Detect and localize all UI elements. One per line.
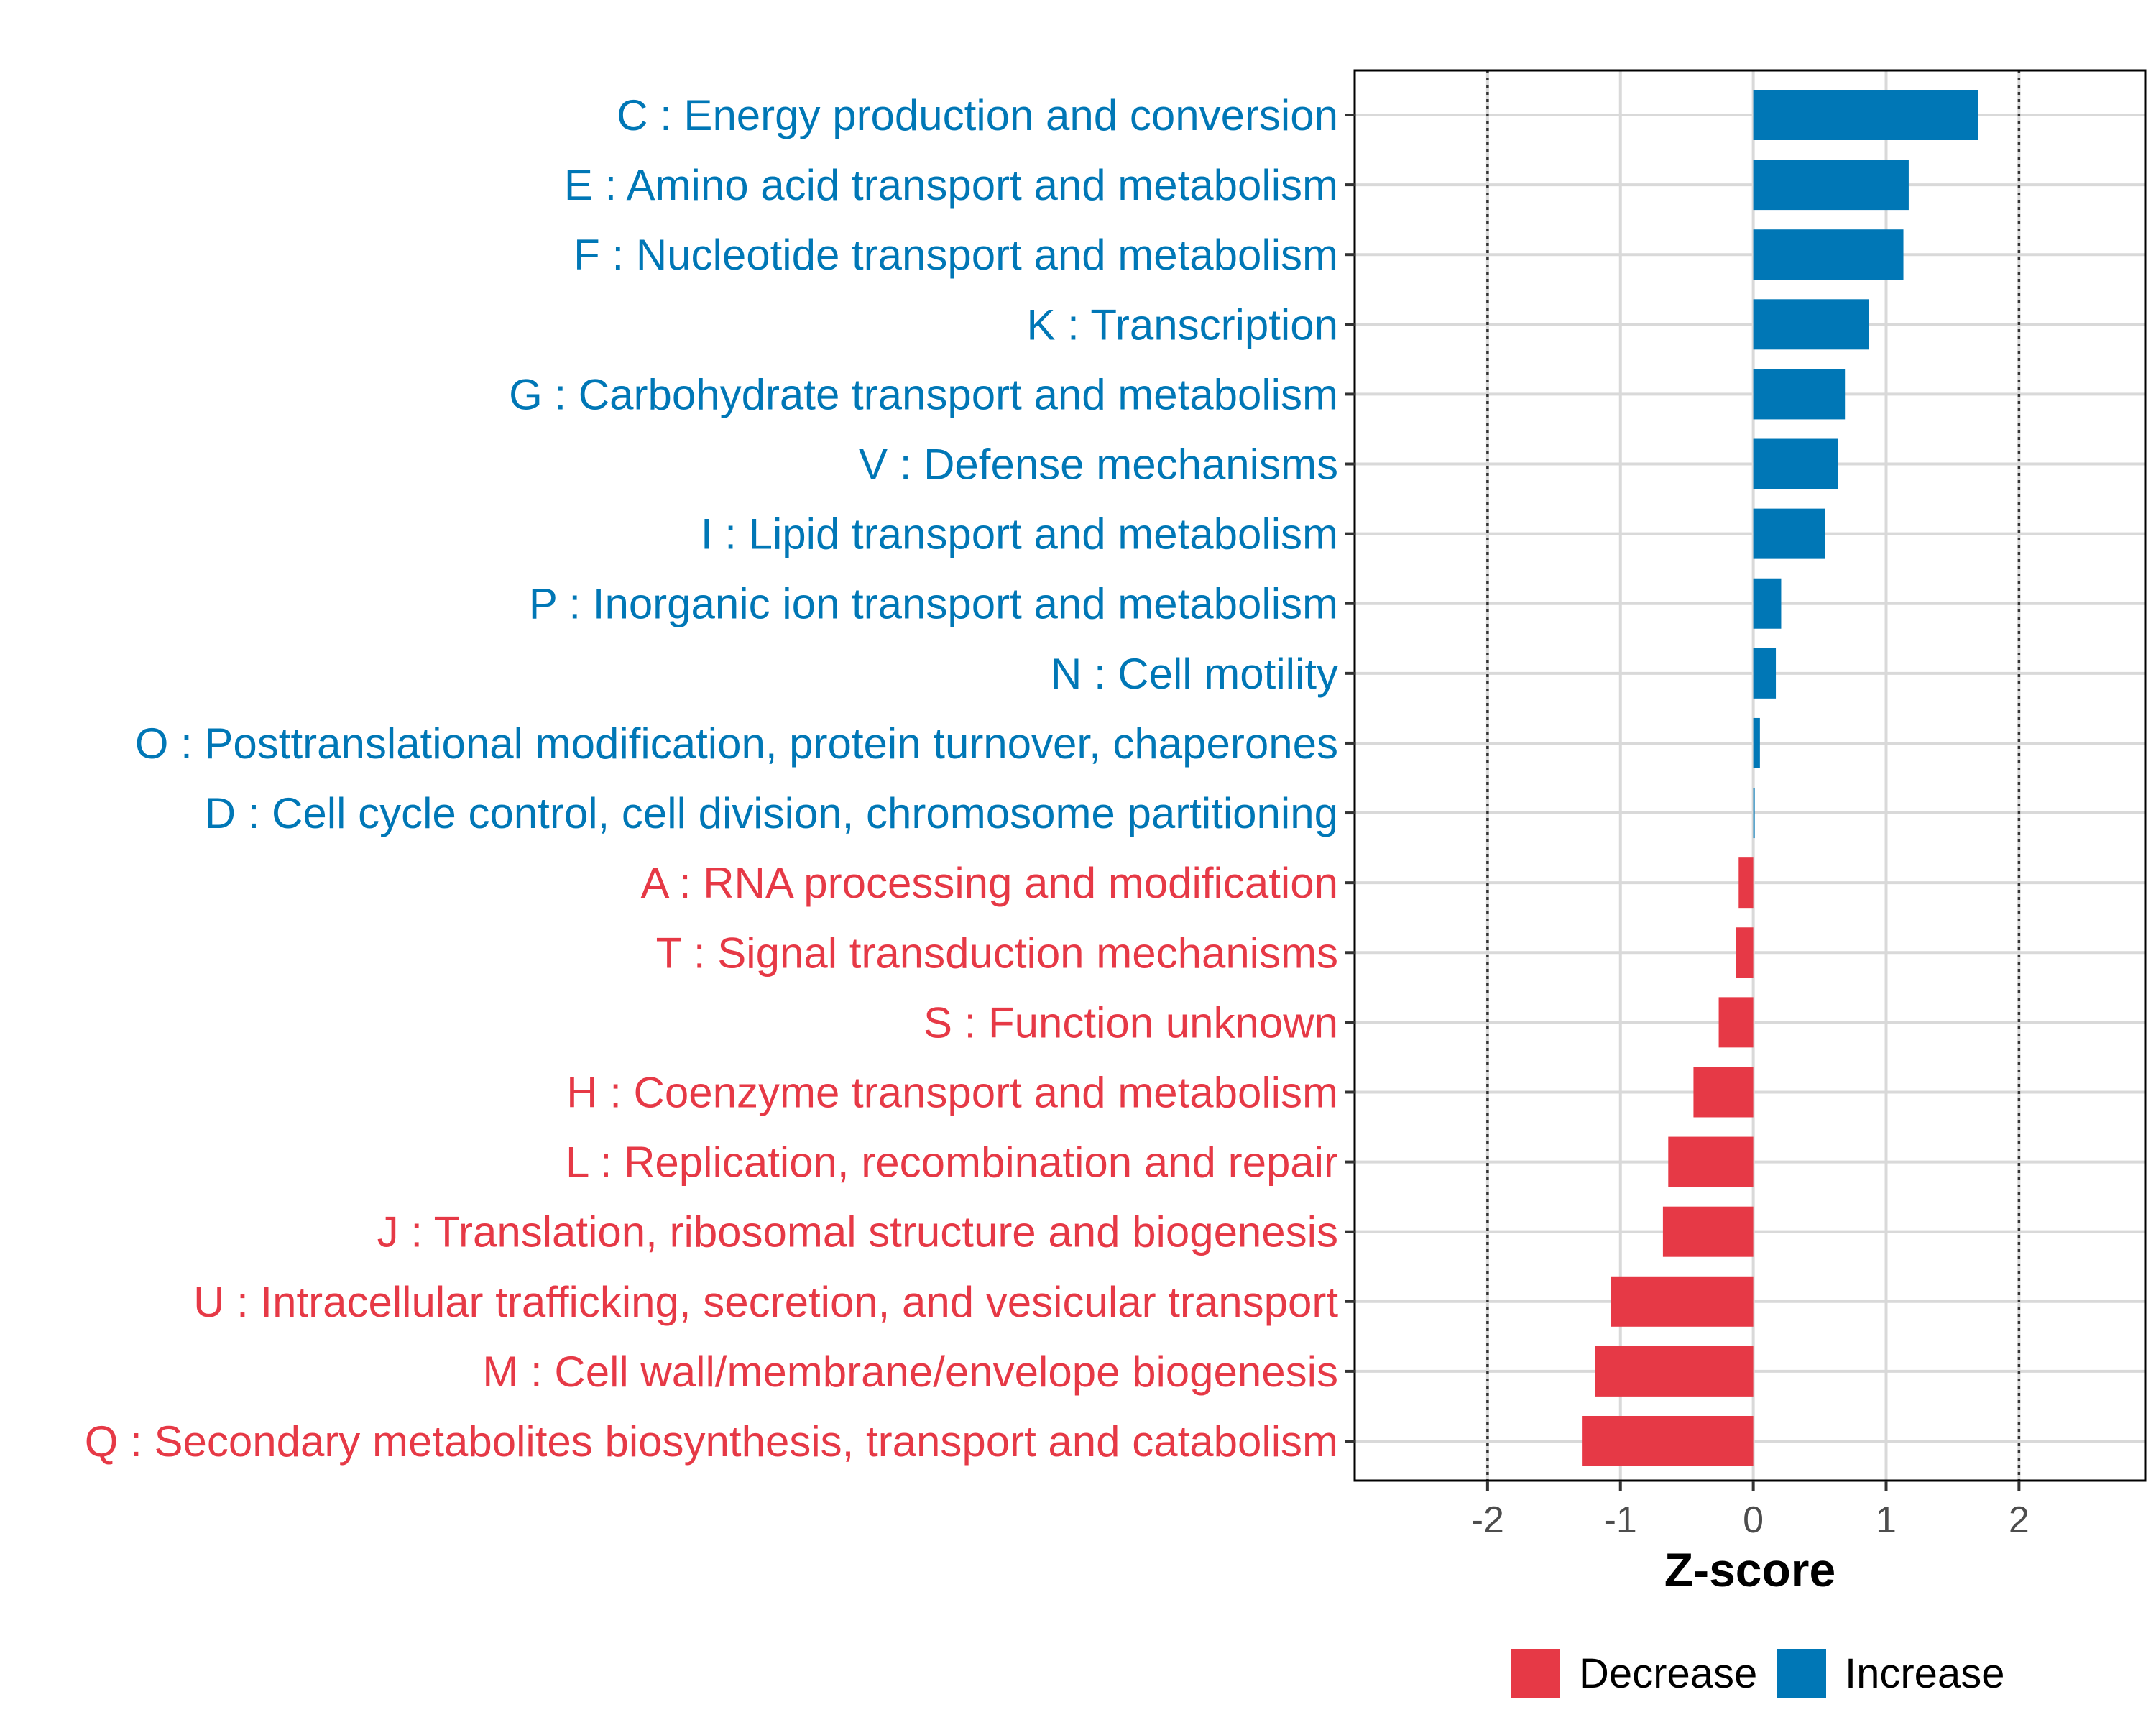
bar [1595, 1346, 1754, 1397]
bar [1718, 997, 1754, 1048]
category-label: H : Coenzyme transport and metabolism [566, 1068, 1338, 1116]
x-tick-label: 1 [1876, 1499, 1897, 1541]
bar [1662, 1206, 1754, 1257]
reference-lines [1486, 70, 2021, 1481]
category-label: U : Intracellular trafficking, secretion… [193, 1278, 1338, 1326]
bar [1753, 229, 1904, 280]
bar [1753, 160, 1909, 211]
x-tick-label: 0 [1743, 1499, 1764, 1541]
category-label: K : Transcription [1026, 300, 1338, 349]
category-label: F : Nucleotide transport and metabolism [573, 231, 1338, 279]
bar [1753, 369, 1846, 420]
category-label: I : Lipid transport and metabolism [701, 510, 1338, 558]
bar [1753, 648, 1777, 699]
category-label: V : Defense mechanisms [859, 441, 1338, 489]
bar [1753, 578, 1782, 629]
plot-panel-border [1353, 69, 2147, 1482]
category-label: D : Cell cycle control, cell division, c… [205, 789, 1338, 837]
x-axis-ticks [1485, 1481, 2021, 1491]
bar [1736, 927, 1754, 978]
category-label: S : Function unknown [923, 998, 1338, 1046]
bar [1753, 717, 1760, 768]
category-label: T : Signal transduction mechanisms [656, 929, 1338, 977]
category-label: P : Inorganic ion transport and metaboli… [529, 580, 1338, 628]
bar [1753, 438, 1838, 489]
category-label: C : Energy production and conversion [617, 91, 1338, 139]
x-tick-label: -1 [1604, 1499, 1637, 1541]
category-label: Q : Secondary metabolites biosynthesis, … [85, 1417, 1338, 1466]
bar [1753, 508, 1825, 559]
legend: Decrease Increase [1511, 1649, 2004, 1698]
category-label: M : Cell wall/membrane/envelope biogenes… [482, 1348, 1338, 1396]
category-label: A : RNA processing and modification [640, 859, 1338, 907]
bar [1582, 1416, 1754, 1466]
x-axis-title: Z-score [1664, 1543, 1835, 1596]
bar [1753, 788, 1755, 839]
category-label: N : Cell motility [1051, 650, 1338, 698]
bar [1611, 1276, 1754, 1327]
y-axis-category-labels: C : Energy production and conversion E : … [85, 91, 1339, 1466]
x-tick-label: 2 [2009, 1499, 2030, 1541]
category-label: L : Replication, recombination and repai… [566, 1138, 1338, 1187]
legend-swatch-increase [1777, 1649, 1826, 1698]
category-label: O : Posttranslational modification, prot… [135, 719, 1338, 768]
y-axis-ticks [1345, 114, 1355, 1443]
bar [1668, 1136, 1754, 1187]
bar [1738, 857, 1754, 908]
bar [1753, 90, 1978, 140]
category-label: E : Amino acid transport and metabolism [564, 161, 1338, 209]
bar [1693, 1067, 1754, 1118]
category-label: J : Translation, ribosomal structure and… [377, 1208, 1338, 1256]
category-label: G : Carbohydrate transport and metabolis… [509, 370, 1338, 418]
x-tick-label: -2 [1471, 1499, 1504, 1541]
legend-swatch-decrease [1511, 1649, 1560, 1698]
bar [1753, 299, 1869, 350]
legend-label-increase: Increase [1845, 1650, 2004, 1697]
bars [1582, 90, 1978, 1466]
x-axis-tick-labels: -2 -1 0 1 2 [1471, 1499, 2030, 1541]
legend-label-decrease: Decrease [1579, 1650, 1757, 1697]
